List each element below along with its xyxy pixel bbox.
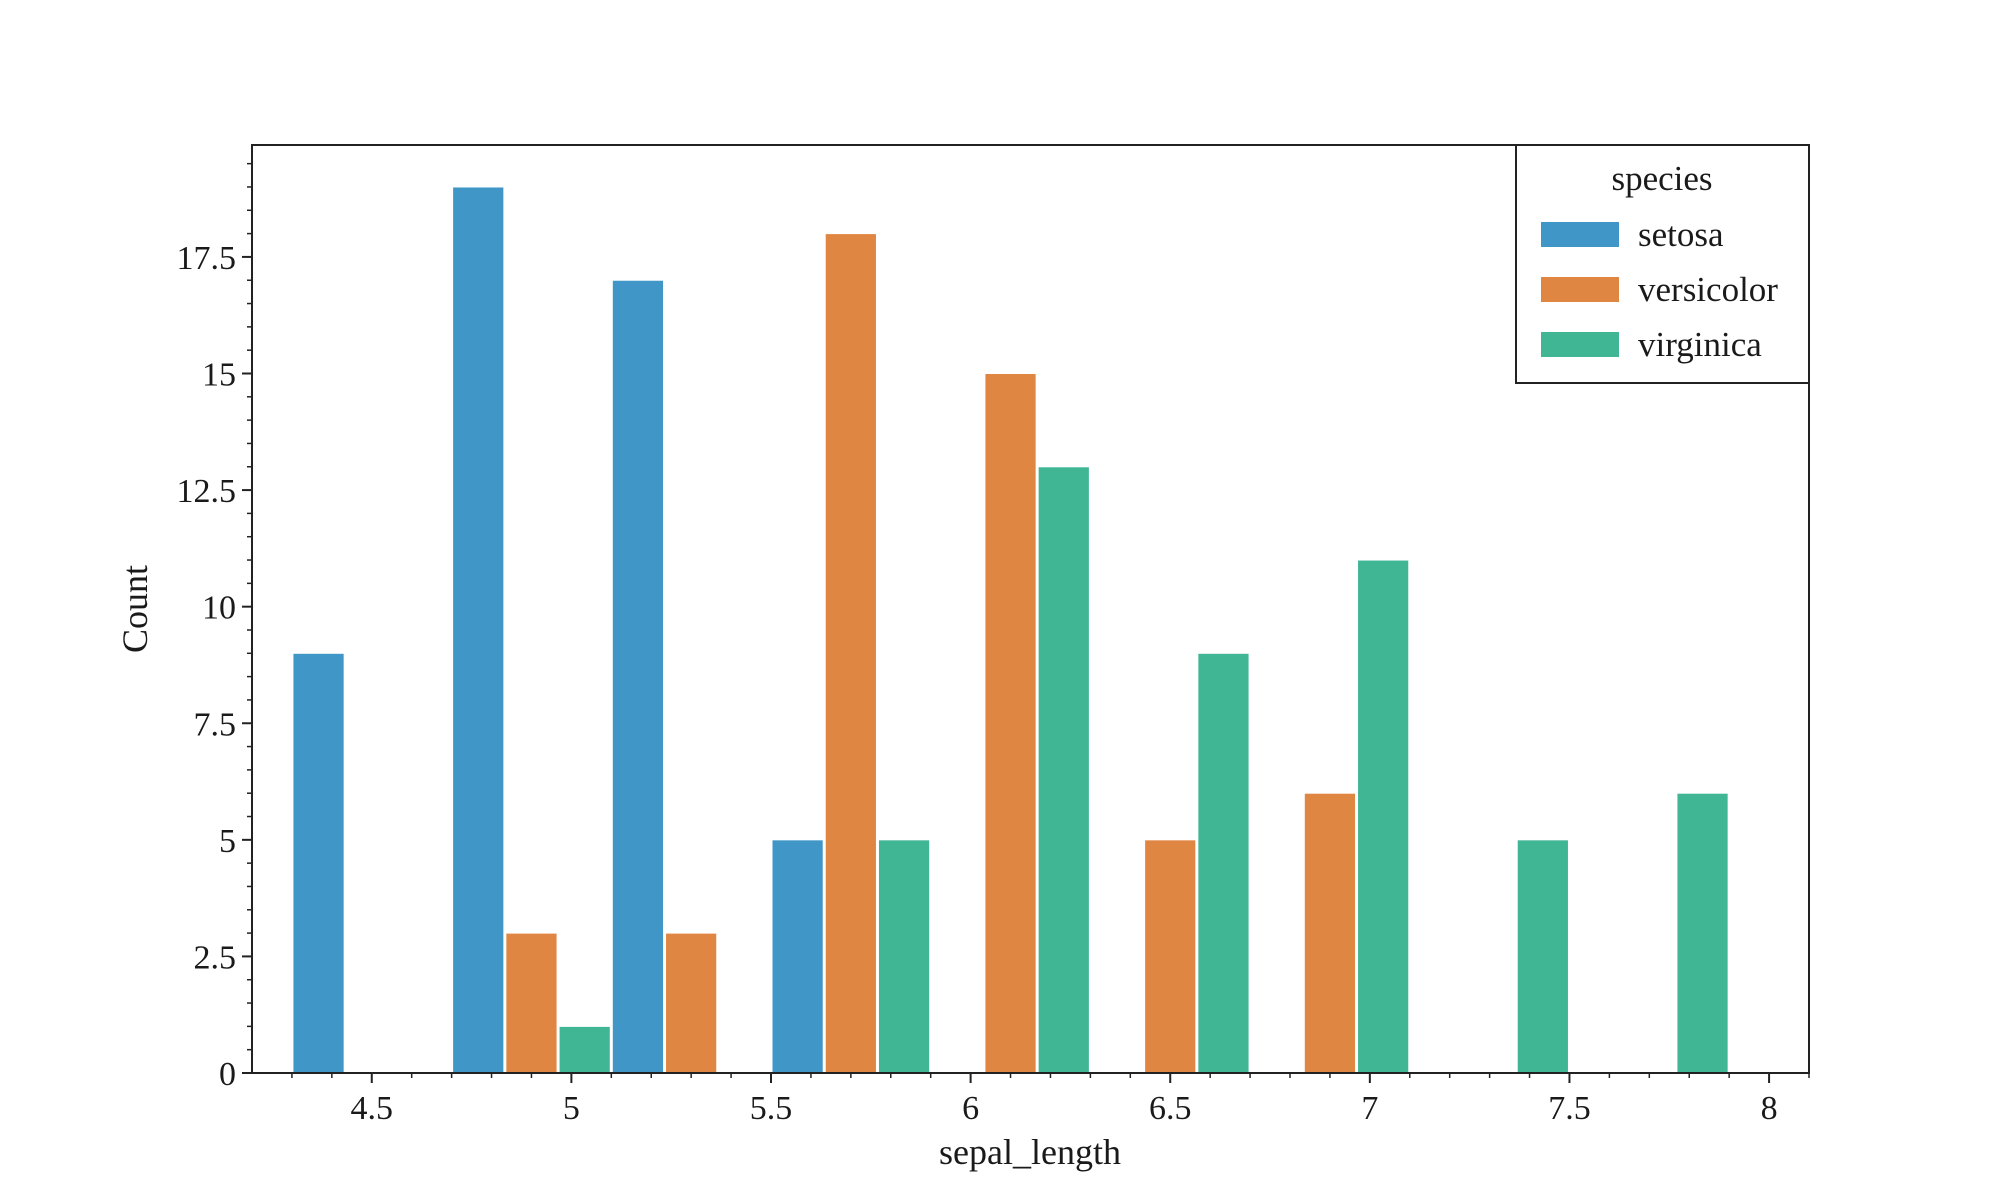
bar-setosa-bin-2 <box>611 279 665 1074</box>
bar-virginica-bin-5 <box>1197 652 1250 1074</box>
bar-versicolor-bin-3 <box>824 233 877 1074</box>
plot-frame <box>251 144 1810 1074</box>
legend-entries: setosa versicolor virginica <box>1541 215 1778 364</box>
y-tick-label: 12.5 <box>177 473 237 510</box>
y-tick-label: 2.5 <box>194 939 237 976</box>
bar-versicolor-bin-2 <box>665 932 718 1074</box>
bar-virginica-bin-8 <box>1676 792 1729 1074</box>
legend-title: species <box>1611 159 1712 198</box>
legend: species setosa versicolor virginica <box>1515 144 1810 384</box>
y-tick-label: 5 <box>219 823 236 860</box>
bar-versicolor-bin-4 <box>984 373 1037 1074</box>
x-tick-label: 4.5 <box>351 1090 394 1127</box>
bar-virginica-bin-6 <box>1357 559 1410 1074</box>
x-tick-label: 7.5 <box>1548 1090 1591 1127</box>
bar-setosa-bin-3 <box>771 839 824 1074</box>
x-tick-label: 8 <box>1761 1090 1778 1127</box>
y-tick-label: 7.5 <box>194 706 237 743</box>
legend-swatch-versicolor <box>1541 277 1619 302</box>
y-tick-label: 10 <box>202 590 236 627</box>
legend-label-virginica: virginica <box>1638 325 1762 364</box>
bar-virginica-bin-3 <box>877 839 931 1074</box>
y-tick-label: 15 <box>202 357 236 394</box>
x-tick-label: 5 <box>563 1090 580 1127</box>
bar-virginica-bin-1 <box>558 1025 611 1074</box>
y-tick-label: 17.5 <box>177 240 237 277</box>
x-tick-label: 6.5 <box>1149 1090 1192 1127</box>
x-axis: 4.5 5 5.5 6 6.5 7 7.5 8 <box>291 1073 1810 1127</box>
legend-swatch-setosa <box>1541 222 1619 247</box>
bar-versicolor-bin-1 <box>505 932 558 1074</box>
legend-swatch-virginica <box>1541 332 1619 357</box>
y-axis: 0 2.5 5 7.5 10 12.5 15 17.5 <box>177 162 252 1093</box>
bar-setosa-bin-0 <box>292 652 345 1074</box>
legend-label-setosa: setosa <box>1638 215 1724 254</box>
y-tick-label: 0 <box>219 1056 236 1093</box>
bar-versicolor-bin-5 <box>1144 839 1197 1074</box>
bars-layer <box>292 186 1729 1074</box>
legend-label-versicolor: versicolor <box>1638 270 1778 309</box>
bar-virginica-bin-7 <box>1516 839 1569 1074</box>
bar-versicolor-bin-6 <box>1303 792 1357 1074</box>
x-axis-label: sepal_length <box>939 1132 1121 1172</box>
y-axis-label: Count <box>115 565 155 653</box>
bar-virginica-bin-4 <box>1037 466 1090 1074</box>
x-tick-label: 5.5 <box>750 1090 793 1127</box>
x-tick-label: 6 <box>962 1090 979 1127</box>
x-tick-label: 7 <box>1361 1090 1378 1127</box>
bar-setosa-bin-1 <box>452 186 505 1074</box>
